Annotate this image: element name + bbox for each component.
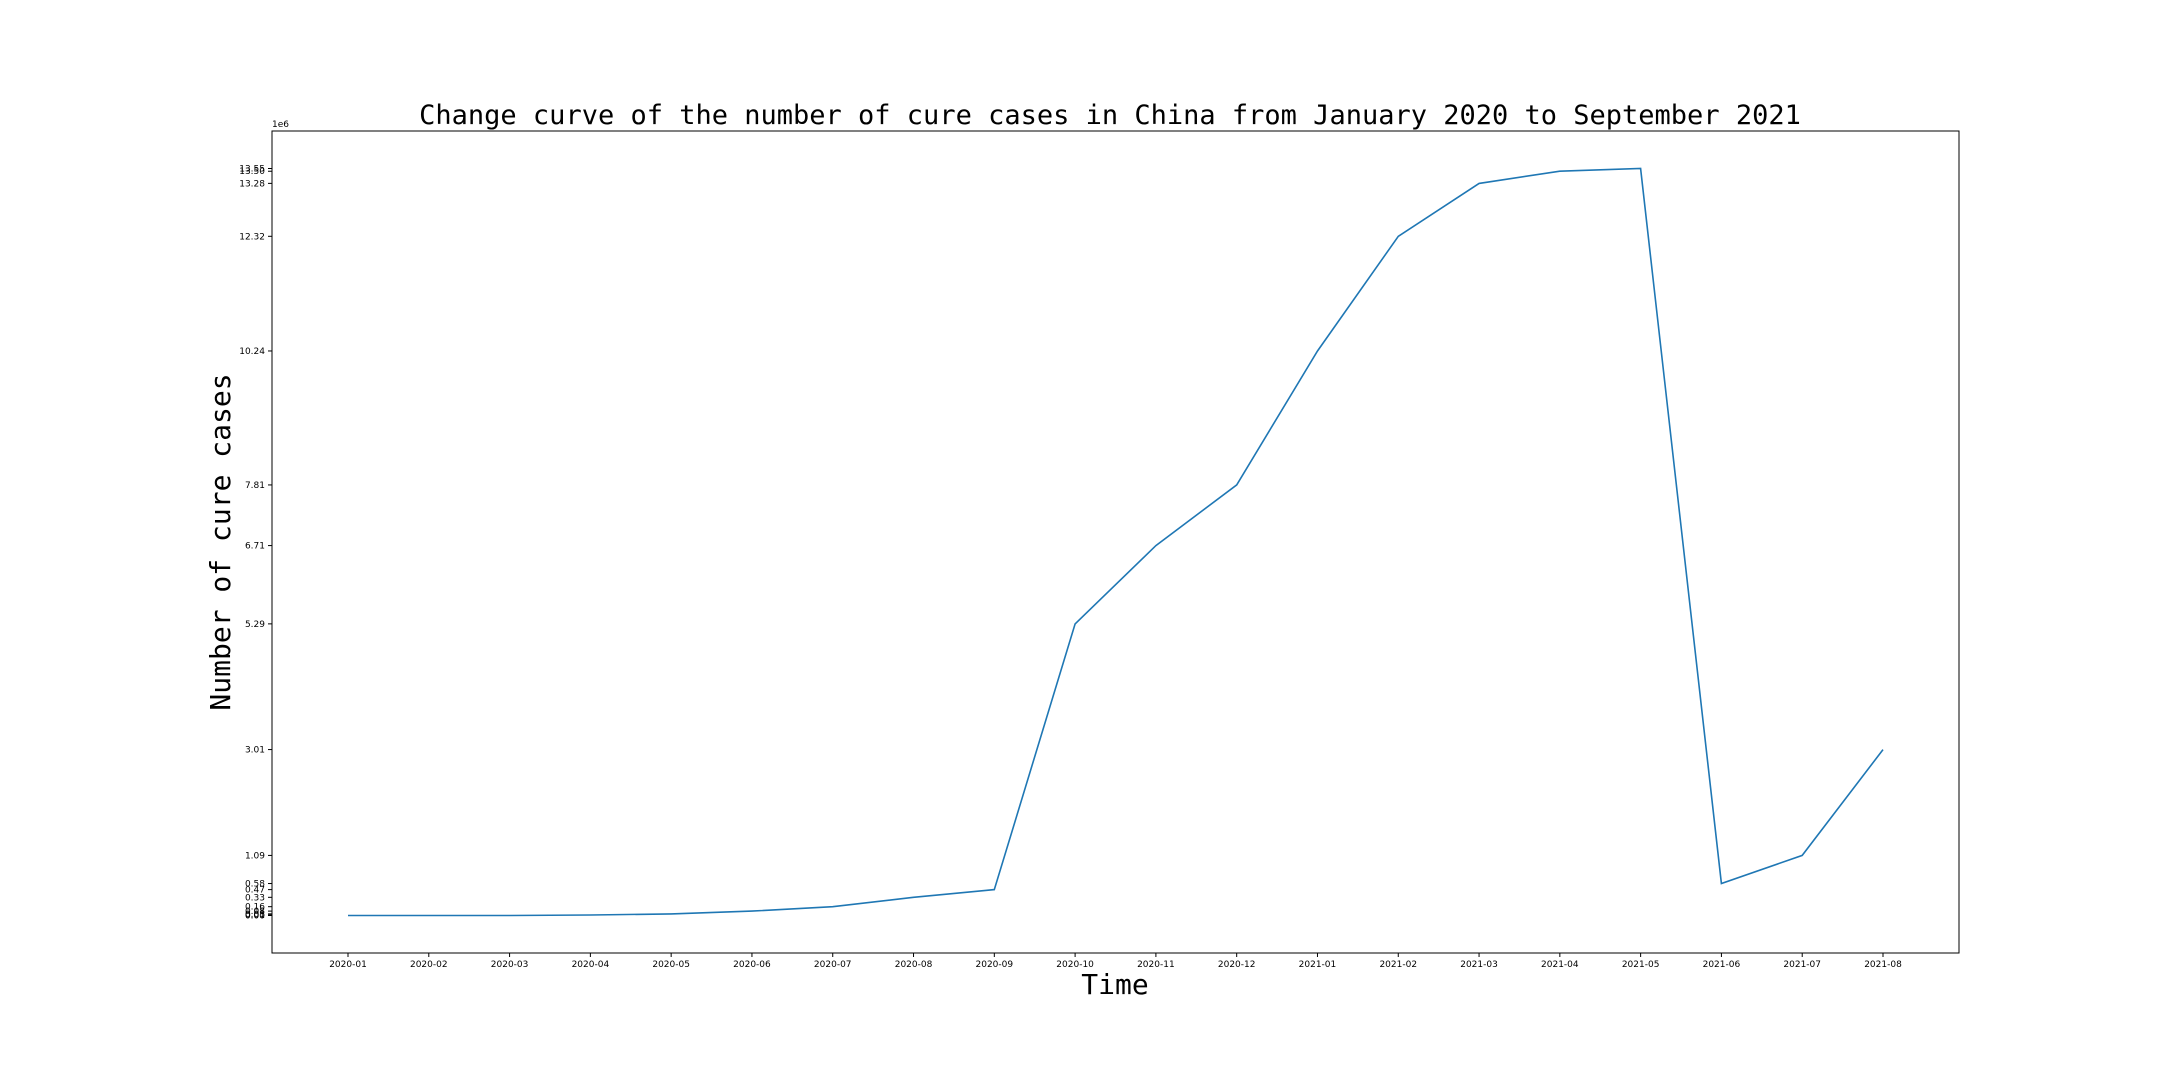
y-tick-label: 0.47 — [245, 886, 265, 896]
x-tick-label: 2021-06 — [1703, 960, 1741, 970]
x-tick-label: 2020-12 — [1218, 960, 1256, 970]
y-tick-label: 0.16 — [245, 903, 265, 913]
y-tick-label: 12.32 — [239, 232, 265, 242]
x-tick-label: 2021-05 — [1622, 960, 1660, 970]
y-tick-label: 5.29 — [245, 620, 265, 630]
y-axis-label: Number of cure cases — [204, 373, 237, 710]
x-tick-label: 2020-08 — [895, 960, 933, 970]
y-axis-offset-label: 1e6 — [272, 120, 289, 130]
y-tick-label: 0.08 — [245, 907, 265, 917]
y-tick-label: 3.01 — [245, 746, 265, 756]
y-tick-label: 6.71 — [245, 542, 265, 552]
y-tick-label: 13.50 — [239, 167, 265, 177]
y-tick-label: 10.24 — [239, 347, 265, 357]
x-tick-label: 2020-07 — [814, 960, 852, 970]
x-tick-label: 2021-02 — [1379, 960, 1417, 970]
y-tick-label: 13.28 — [239, 179, 265, 189]
plot-area — [271, 130, 1960, 954]
y-tick-label: 13.55 — [239, 164, 265, 174]
x-tick-label: 2020-09 — [976, 960, 1014, 970]
x-tick-label: 2021-03 — [1460, 960, 1498, 970]
y-axis: 0.000.010.030.080.160.330.470.58 1.09 3.01… — [239, 164, 272, 922]
y-tick-label: 0.33 — [245, 893, 265, 903]
y-tick-label: 0.00 — [245, 912, 265, 922]
x-tick-label: 2020-06 — [733, 960, 771, 970]
x-tick-label: 2021-04 — [1541, 960, 1579, 970]
y-tick-label: 0.03 — [245, 910, 265, 920]
x-tick-label: 2021-01 — [1299, 960, 1337, 970]
x-tick-label: 2021-07 — [1783, 960, 1821, 970]
x-tick-label: 2020-10 — [1056, 960, 1094, 970]
x-tick-label: 2021-08 — [1864, 960, 1902, 970]
y-tick-label: 0.58 — [245, 880, 265, 890]
y-tick-label: 1.09 — [245, 851, 265, 861]
y-tick-label: 7.81 — [245, 481, 265, 491]
x-tick-label: 2020-11 — [1137, 960, 1175, 970]
series-line — [348, 167, 1884, 917]
x-axis: 2020-01 2020-02 2020-03 2020-04 2020-05 2020-… — [329, 953, 1902, 970]
x-tick-label: 2020-03 — [491, 960, 529, 970]
y-tick-label: 0.01 — [245, 911, 265, 921]
x-tick-label: 2020-04 — [572, 960, 610, 970]
x-tick-label: 2020-01 — [329, 960, 367, 970]
x-tick-label: 2020-05 — [652, 960, 690, 970]
chart-title: Change curve of the number of cure cases… — [419, 100, 1801, 131]
x-axis-label: Time — [1081, 968, 1148, 1001]
x-tick-label: 2020-02 — [410, 960, 448, 970]
